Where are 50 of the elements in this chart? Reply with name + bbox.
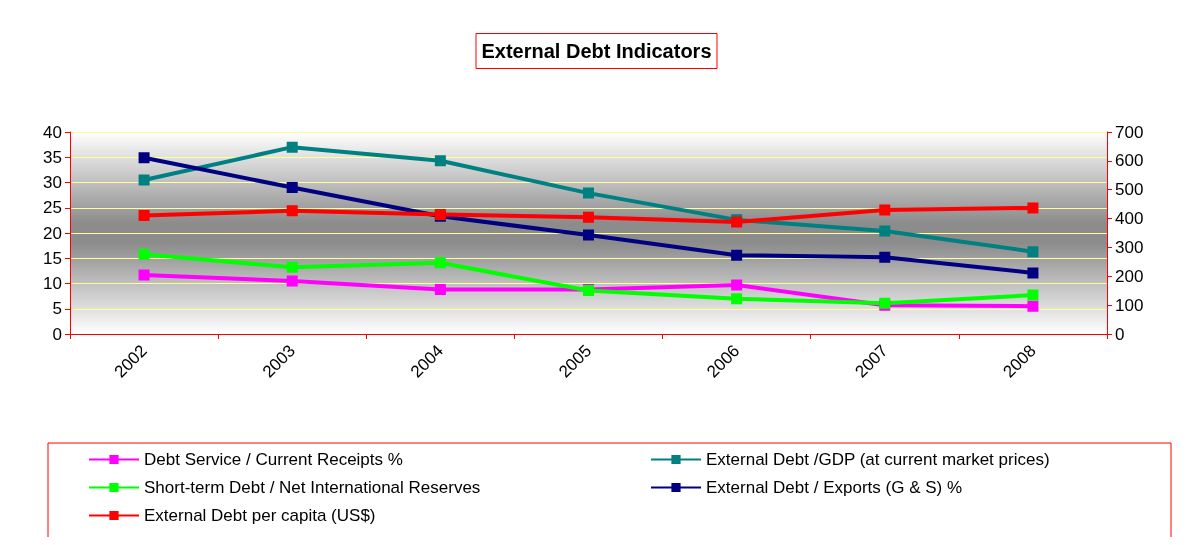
point (583, 211, 594, 223)
y-tick-label: 20 (43, 223, 62, 243)
y-tick-label: 25 (43, 198, 62, 218)
y2-tick-label: 0 (1115, 324, 1125, 344)
point (434, 155, 446, 167)
y-tick-label: 10 (43, 274, 62, 293)
point (879, 204, 891, 216)
point (286, 141, 298, 153)
point (138, 174, 150, 186)
y-tick-label: 40 (43, 122, 62, 142)
y2-tick-label: 400 (1115, 209, 1144, 229)
point (286, 182, 298, 194)
point (1027, 267, 1039, 279)
legend-label: External Debt per capita (US$) (144, 506, 376, 525)
point (1027, 202, 1039, 214)
legend-label: Debt Service / Current Receipts % (144, 450, 403, 469)
y2-tick-label: 600 (1115, 151, 1144, 171)
legend-label: External Debt / Exports (G & S) % (706, 478, 963, 497)
point (731, 293, 743, 305)
point (138, 152, 150, 164)
legend-label: External Debt /GDP (at current market prices) (706, 450, 1050, 469)
y-tick-label: 5 (52, 299, 62, 319)
point (731, 279, 743, 291)
point (879, 225, 891, 237)
point (1027, 246, 1039, 258)
point (138, 248, 150, 260)
point (879, 251, 891, 263)
point (731, 249, 743, 261)
y-tick-label: 30 (43, 173, 62, 192)
point (286, 275, 298, 287)
y2-tick-label: 700 (1115, 122, 1144, 142)
chart-title: External Debt Indicators (481, 40, 712, 62)
point (1027, 289, 1039, 301)
legend-label: Short-term Debt / Net International Reserves (144, 478, 481, 497)
y-tick-label: 15 (43, 248, 62, 268)
point (138, 269, 150, 281)
y2-tick-label: 300 (1115, 237, 1144, 257)
y2-tick-label: 500 (1115, 180, 1144, 200)
point (138, 209, 150, 221)
point (583, 187, 594, 199)
point (434, 284, 446, 296)
point (583, 229, 594, 241)
y-tick-label: 0 (52, 324, 62, 344)
point (286, 261, 298, 273)
point (1027, 300, 1039, 312)
y2-tick-label: 100 (1115, 295, 1144, 315)
point (434, 257, 446, 269)
y2-tick-label: 200 (1115, 266, 1144, 286)
y-tick-label: 35 (43, 147, 62, 167)
point (286, 205, 298, 217)
